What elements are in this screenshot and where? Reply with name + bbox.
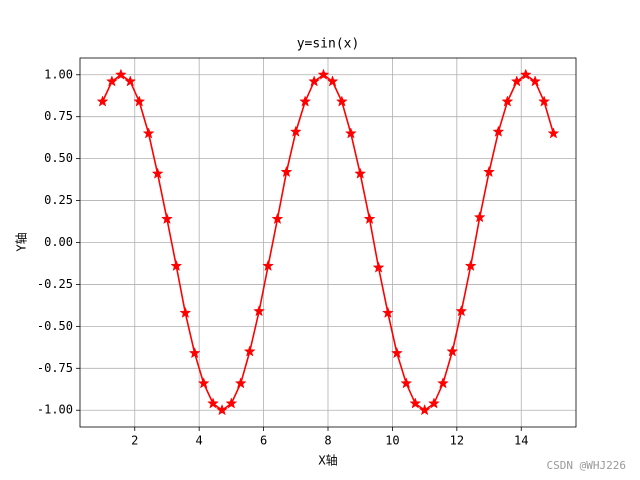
data-point: [216, 404, 228, 416]
watermark: CSDN @WHJ226: [547, 459, 626, 472]
data-point: [363, 212, 376, 225]
data-point: [170, 259, 183, 272]
data-point: [326, 75, 339, 87]
data-point: [372, 261, 385, 273]
data-point: [271, 212, 284, 225]
data-point: [142, 127, 155, 139]
data-point: [133, 95, 146, 107]
y-tick-label: 1.00: [44, 67, 73, 81]
data-point: [151, 167, 164, 179]
data-point: [335, 95, 348, 107]
data-point: [225, 397, 238, 409]
y-tick-label: -1.00: [37, 403, 73, 417]
plot-frame: [79, 57, 577, 428]
data-point: [510, 75, 523, 87]
data-point: [124, 75, 137, 87]
data-point: [262, 259, 275, 272]
data-point: [197, 377, 210, 389]
y-tick-label: 0.50: [44, 151, 73, 165]
data-point: [243, 345, 256, 357]
data-point: [418, 404, 431, 416]
data-point: [253, 305, 265, 317]
x-tick-label: 8: [324, 434, 331, 448]
data-point: [207, 397, 219, 409]
y-tick-label: 0.00: [44, 235, 73, 249]
y-tick-label: -0.75: [37, 361, 73, 375]
data-point: [161, 212, 173, 225]
x-tick-label: 14: [514, 434, 528, 448]
chart-title: y=sin(x): [297, 37, 360, 52]
data-point: [455, 305, 468, 317]
data-point: [344, 127, 357, 139]
x-tick-label: 2: [131, 434, 138, 448]
x-tick-label: 6: [260, 434, 267, 448]
data-point: [114, 68, 127, 80]
x-tick-label: 12: [450, 434, 464, 448]
data-point: [289, 125, 302, 137]
data-point: [188, 346, 201, 359]
x-tick-label: 10: [385, 434, 399, 448]
data-point: [400, 377, 413, 389]
data-point: [501, 95, 514, 107]
data-point: [317, 68, 330, 80]
data-point: [280, 165, 293, 178]
data-point: [446, 345, 459, 357]
x-axis-label: X轴: [318, 453, 337, 468]
y-tick-label: 0.25: [44, 193, 73, 207]
data-point: [179, 306, 192, 318]
data-point: [308, 75, 321, 87]
data-point: [428, 397, 440, 409]
data-point: [538, 95, 551, 107]
y-axis-label: Y轴: [14, 232, 29, 251]
x-tick-label: 4: [196, 434, 203, 448]
data-point: [464, 259, 477, 272]
data-point: [105, 75, 118, 87]
data-point: [354, 167, 367, 179]
data-point: [381, 306, 394, 318]
data-point: [547, 127, 560, 139]
data-point: [492, 125, 505, 137]
data-point: [473, 211, 486, 223]
y-tick-label: -0.25: [37, 277, 73, 291]
data-point: [483, 165, 495, 178]
y-tick-label: 0.75: [44, 109, 73, 123]
data-point: [529, 75, 542, 87]
data-line: [101, 73, 555, 412]
data-point: [234, 377, 247, 389]
data-point: [299, 95, 312, 107]
data-point: [437, 377, 449, 389]
data-point: [391, 346, 403, 359]
data-point: [96, 95, 109, 107]
data-point: [519, 68, 532, 80]
data-point: [409, 397, 422, 409]
y-tick-label: -0.50: [37, 319, 73, 333]
